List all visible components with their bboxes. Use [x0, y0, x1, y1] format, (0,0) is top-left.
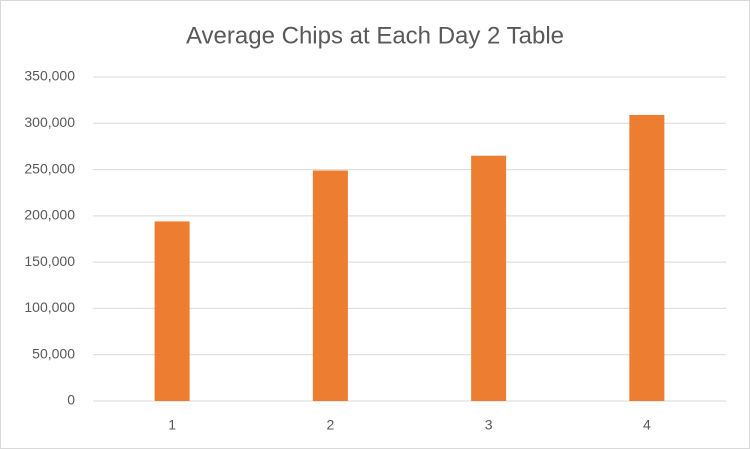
- y-tick-label: 0: [67, 392, 75, 408]
- y-tick-label: 250,000: [24, 160, 75, 176]
- bar: [471, 155, 507, 401]
- bar: [312, 170, 348, 401]
- bar: [629, 114, 665, 401]
- chart-title: Average Chips at Each Day 2 Table: [186, 22, 564, 49]
- x-tick-label: 4: [643, 417, 651, 433]
- y-tick-label: 200,000: [24, 207, 75, 223]
- x-tick-label: 3: [485, 417, 493, 433]
- y-tick-label: 50,000: [32, 345, 75, 361]
- x-tick-label: 1: [168, 417, 176, 433]
- y-tick-label: 150,000: [24, 253, 75, 269]
- bar: [154, 221, 190, 401]
- y-tick-label: 100,000: [24, 299, 75, 315]
- x-tick-label: 2: [326, 417, 334, 433]
- y-tick-label: 300,000: [24, 114, 75, 130]
- y-tick-label: 350,000: [24, 68, 75, 84]
